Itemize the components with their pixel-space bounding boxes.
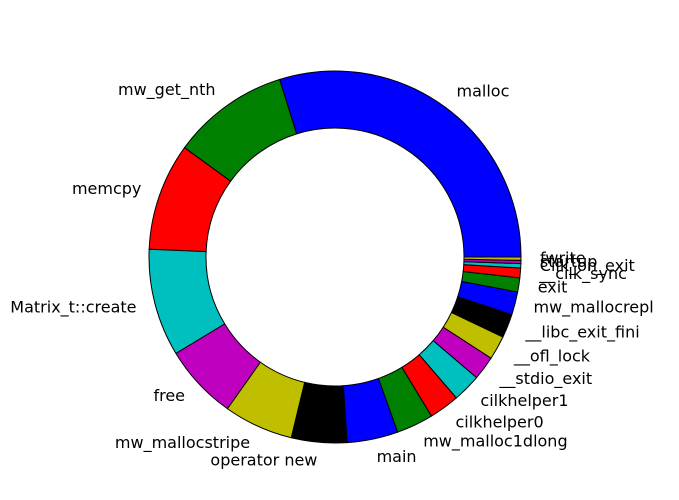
slice-malloc (278, 70, 522, 258)
label-free: free (153, 386, 185, 405)
label-fwrite: fwrite (540, 248, 586, 267)
slice-fwrite (463, 256, 522, 261)
label-operator-new: operator new (210, 451, 317, 470)
label-mw-malloc1dlong: mw_malloc1dlong (423, 432, 567, 452)
label-malloc: malloc (457, 81, 510, 100)
label-cilkhelper1: cilkhelper1 (480, 391, 568, 410)
label-exit: exit (538, 277, 568, 296)
label-cilk-sync: __cilk_sync (538, 264, 627, 284)
label-memcpy: memcpy (72, 179, 141, 198)
label-group: malloc mw_get_nthmemcpyMatrix_t::createfr… (10, 80, 653, 470)
label-mw-get-nth: mw_get_nth (118, 80, 216, 100)
label-mw-mallocstripe: mw_mallocstripe (115, 433, 250, 453)
label-stdio-exit: __stdio_exit (498, 369, 592, 389)
label-mw-mallocrepl: mw_mallocrepl (534, 298, 654, 318)
label-libc-exit-fini: __libc_exit_fini (524, 322, 639, 342)
label-startup: startup (540, 252, 598, 271)
label-cilk-on-exit: Cilk_on_exit (540, 256, 635, 276)
label-cilkhelper0: cilkhelper0 (456, 412, 544, 431)
label-main: main (377, 447, 417, 466)
slice-group (148, 70, 522, 444)
label-ofl-lock: __ofl_lock (513, 347, 591, 367)
label-matrix-t-create: Matrix_t::create (10, 298, 136, 318)
